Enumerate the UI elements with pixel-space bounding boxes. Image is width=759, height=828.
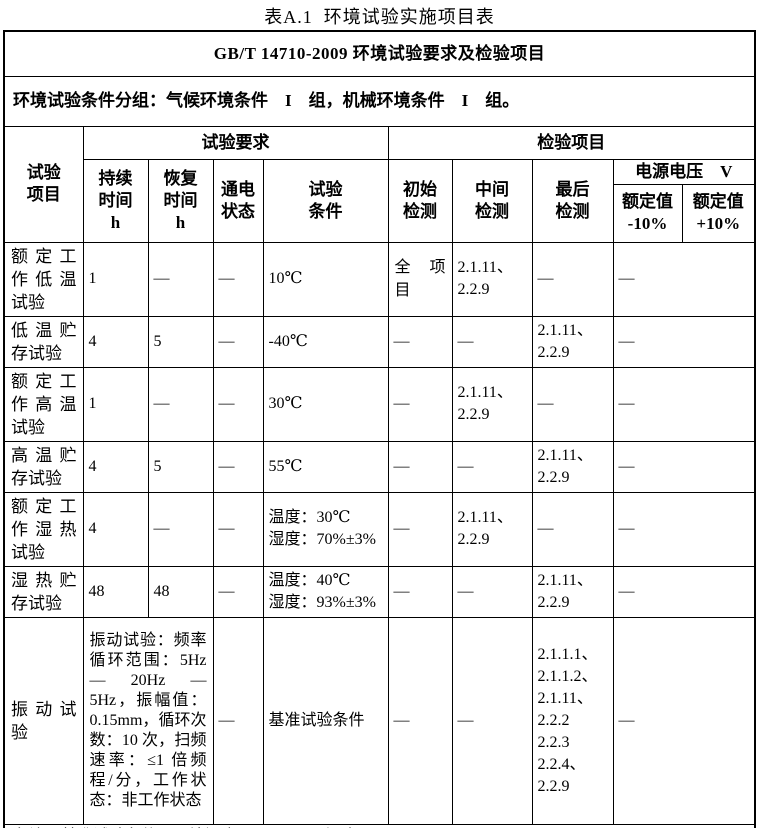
col-header-duration: 持续 时间 h — [82, 158, 149, 243]
cell-initial-check: — — [387, 366, 453, 442]
cell-duration: 48 — [82, 565, 149, 618]
col-group-test-requirements: 试验要求 — [82, 125, 389, 160]
cell-voltage: — — [612, 366, 756, 442]
table-row-vibration: 振动试验 振动试验：频率循环范围：5Hz — 20Hz — 5Hz，振幅值：0.… — [3, 616, 756, 825]
voltage-subheader-row: 额定值 -10% 额定值 +10% — [4, 183, 756, 243]
cell-duration: 4 — [82, 491, 149, 567]
col-header-recovery: 恢复 时间 h — [147, 158, 214, 243]
table-row: 低温贮存试验 4 5 — -40℃ — — 2.1.11、 2.2.9 — — [3, 315, 756, 368]
cell-test-condition: -40℃ — [262, 315, 389, 368]
row-label-cell: 低温贮存试验 — [3, 315, 84, 368]
grouping-note-row: 环境试验条件分组：气候环境条件 I 组，机械环境条件 I 组。 — [3, 75, 756, 127]
cell-duration: 4 — [82, 315, 149, 368]
cell-recovery: — — [147, 491, 214, 567]
cell-middle-check: 2.1.11、 2.2.9 — [451, 366, 533, 442]
col-header-test-item: 试验 项目 — [3, 125, 84, 243]
row-label-cell: 额定工作低温试验 — [3, 241, 84, 317]
environment-test-table: GB/T 14710-2009 环境试验要求及检验项目 环境试验条件分组：气候环… — [3, 30, 757, 828]
cell-middle-check: — — [451, 440, 533, 493]
cell-initial-check: 全 项 目 — [387, 241, 453, 317]
col-header-power-state: 通电 状态 — [212, 158, 264, 243]
cell-power-state: — — [212, 440, 264, 493]
cell-middle-check: 2.1.11、 2.2.9 — [451, 241, 533, 317]
cell-final-check: — — [531, 366, 614, 442]
cell-voltage: — — [612, 491, 756, 567]
remark-cell: 备注：基准试验条件，环境温度 23℃±2℃，湿度 45%—75% — [3, 823, 756, 828]
table-row: 额定工作湿热试验 4 — — 温度：30℃ 湿度：70%±3% — 2.1.11… — [3, 491, 756, 567]
standard-header-cell: GB/T 14710-2009 环境试验要求及检验项目 — [3, 30, 756, 77]
table-row: 高温贮存试验 4 5 — 55℃ — — 2.1.11、 2.2.9 — — [3, 440, 756, 493]
cell-middle-check: — — [451, 616, 533, 825]
cell-duration: 4 — [82, 440, 149, 493]
cell-initial-check: — — [387, 440, 453, 493]
table-row: 额定工作高温试验 1 — — 30℃ — 2.1.11、 2.2.9 — — — [3, 366, 756, 442]
standard-header-row: GB/T 14710-2009 环境试验要求及检验项目 — [3, 30, 756, 77]
table-row: 额定工作低温试验 1 — — 10℃ 全 项 目 2.1.11、 2.2.9 —… — [3, 241, 756, 317]
cell-voltage: — — [612, 241, 756, 317]
cell-test-condition: 10℃ — [262, 241, 389, 317]
col-header-rated-minus10: 额定值 -10% — [612, 183, 683, 243]
row-label-cell: 额定工作湿热试验 — [3, 491, 84, 567]
cell-test-condition: 30℃ — [262, 366, 389, 442]
cell-recovery: — — [147, 366, 214, 442]
cell-initial-check: — — [387, 565, 453, 618]
cell-final-check: 2.1.11、 2.2.9 — [531, 315, 614, 368]
col-header-rated-plus10: 额定值 +10% — [681, 183, 756, 243]
cell-final-check: — — [531, 491, 614, 567]
row-label-cell: 额定工作高温试验 — [3, 366, 84, 442]
cell-middle-check: — — [451, 315, 533, 368]
row-label-cell: 高温贮存试验 — [3, 440, 84, 493]
cell-power-state: — — [212, 315, 264, 368]
col-group-supply-voltage: 电源电压 V — [612, 158, 756, 185]
cell-voltage: — — [612, 565, 756, 618]
subheader-row: 持续 时间 h 恢复 时间 h 通电 状态 试验 条件 初始 检测 中间 检测 … — [4, 158, 756, 243]
cell-middle-check: — — [451, 565, 533, 618]
cell-duration: 1 — [82, 366, 149, 442]
table-caption: 表A.1 环境试验实施项目表 — [264, 7, 495, 27]
cell-final-check: 2.1.11、 2.2.9 — [531, 440, 614, 493]
cell-recovery: 48 — [147, 565, 214, 618]
cell-power-state: — — [212, 616, 264, 825]
cell-test-condition: 55℃ — [262, 440, 389, 493]
cell-test-condition: 基准试验条件 — [262, 616, 389, 825]
cell-recovery: — — [147, 241, 214, 317]
table-row: 湿热贮存试验 48 48 — 温度：40℃ 湿度：93%±3% — — 2.1.… — [3, 565, 756, 618]
col-header-test-condition: 试验 条件 — [262, 158, 389, 243]
cell-voltage: — — [612, 616, 756, 825]
col-header-final-check: 最后 检测 — [531, 158, 614, 243]
cell-recovery: 5 — [147, 315, 214, 368]
cell-voltage: — — [612, 315, 756, 368]
cell-test-condition: 温度：40℃ 湿度：93%±3% — [262, 565, 389, 618]
remark-row: 备注：基准试验条件，环境温度 23℃±2℃，湿度 45%—75% — [3, 823, 756, 828]
row-label-cell: 湿热贮存试验 — [3, 565, 84, 618]
cell-initial-check: — — [387, 616, 453, 825]
cell-final-check: 2.1.1.1、 2.1.1.2、 2.1.11、 2.2.2 2.2.3 2.… — [531, 616, 614, 825]
cell-power-state: — — [212, 491, 264, 567]
row-label-cell: 振动试验 — [3, 616, 84, 825]
cell-final-check: — — [531, 241, 614, 317]
cell-voltage: — — [612, 440, 756, 493]
cell-middle-check: 2.1.11、 2.2.9 — [451, 491, 533, 567]
cell-recovery: 5 — [147, 440, 214, 493]
cell-power-state: — — [212, 241, 264, 317]
cell-vibration-requirements: 振动试验：频率循环范围：5Hz — 20Hz — 5Hz，振幅值：0.15mm，… — [82, 616, 214, 825]
cell-power-state: — — [212, 565, 264, 618]
col-header-initial-check: 初始 检测 — [387, 158, 453, 243]
cell-initial-check: — — [387, 491, 453, 567]
col-header-middle-check: 中间 检测 — [451, 158, 533, 243]
cell-test-condition: 温度：30℃ 湿度：70%±3% — [262, 491, 389, 567]
cell-duration: 1 — [82, 241, 149, 317]
cell-initial-check: — — [387, 315, 453, 368]
cell-power-state: — — [212, 366, 264, 442]
header-band-row: 试验 项目 试验要求 检验项目 — [3, 125, 756, 243]
col-group-inspection-items: 检验项目 — [387, 125, 756, 160]
cell-final-check: 2.1.11、 2.2.9 — [531, 565, 614, 618]
grouping-note-cell: 环境试验条件分组：气候环境条件 I 组，机械环境条件 I 组。 — [3, 75, 756, 127]
